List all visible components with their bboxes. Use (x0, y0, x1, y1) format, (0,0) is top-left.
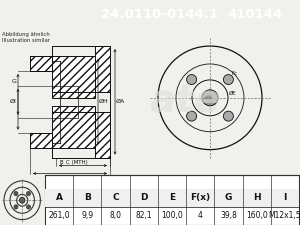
Text: 82,1: 82,1 (136, 212, 152, 220)
Text: B: B (84, 193, 91, 202)
Circle shape (14, 205, 18, 209)
Circle shape (26, 191, 31, 196)
Text: H: H (253, 193, 260, 202)
Bar (45, 176, 299, 225)
Text: D: D (68, 175, 72, 180)
Text: ate: ate (149, 83, 220, 121)
Text: G: G (12, 79, 17, 84)
Text: 100,0: 100,0 (161, 212, 183, 220)
Text: ØI: ØI (10, 99, 17, 104)
Text: Abbildung ähnlich: Abbildung ähnlich (2, 32, 50, 37)
Circle shape (224, 74, 233, 85)
Text: G: G (225, 193, 232, 202)
Text: ØE: ØE (229, 91, 237, 96)
Text: 4: 4 (198, 212, 203, 220)
Text: ØA: ØA (116, 99, 125, 104)
Circle shape (187, 111, 196, 121)
Bar (52, 106, 95, 148)
Bar (30, 133, 52, 148)
Circle shape (202, 90, 218, 106)
Bar (95, 112, 110, 158)
Circle shape (14, 191, 18, 196)
Bar (30, 56, 52, 71)
Text: B: B (59, 160, 63, 164)
Circle shape (224, 111, 233, 121)
Bar (52, 56, 95, 98)
Text: ØH: ØH (99, 99, 109, 104)
Text: C: C (112, 193, 119, 202)
Circle shape (187, 74, 196, 85)
Text: 39,8: 39,8 (220, 212, 237, 220)
Text: I: I (283, 193, 286, 202)
Bar (45, 189, 299, 207)
Text: M12x1,5: M12x1,5 (268, 212, 300, 220)
Text: F(x): F(x) (190, 193, 210, 202)
Text: D: D (140, 193, 148, 202)
Text: E: E (169, 193, 175, 202)
Text: Illustration similar: Illustration similar (2, 38, 50, 43)
Text: 9,9: 9,9 (81, 212, 93, 220)
Text: 8,0: 8,0 (110, 212, 122, 220)
Text: 410144: 410144 (227, 8, 283, 20)
Circle shape (20, 197, 25, 203)
Text: A: A (56, 193, 63, 202)
Text: 24.0110-0144.1: 24.0110-0144.1 (101, 8, 218, 20)
Bar (95, 46, 110, 92)
Text: 160,0: 160,0 (246, 212, 268, 220)
Text: 261,0: 261,0 (48, 212, 70, 220)
Circle shape (26, 205, 31, 209)
Text: Fc: Fc (231, 71, 238, 76)
Text: C (MTH): C (MTH) (66, 160, 88, 164)
